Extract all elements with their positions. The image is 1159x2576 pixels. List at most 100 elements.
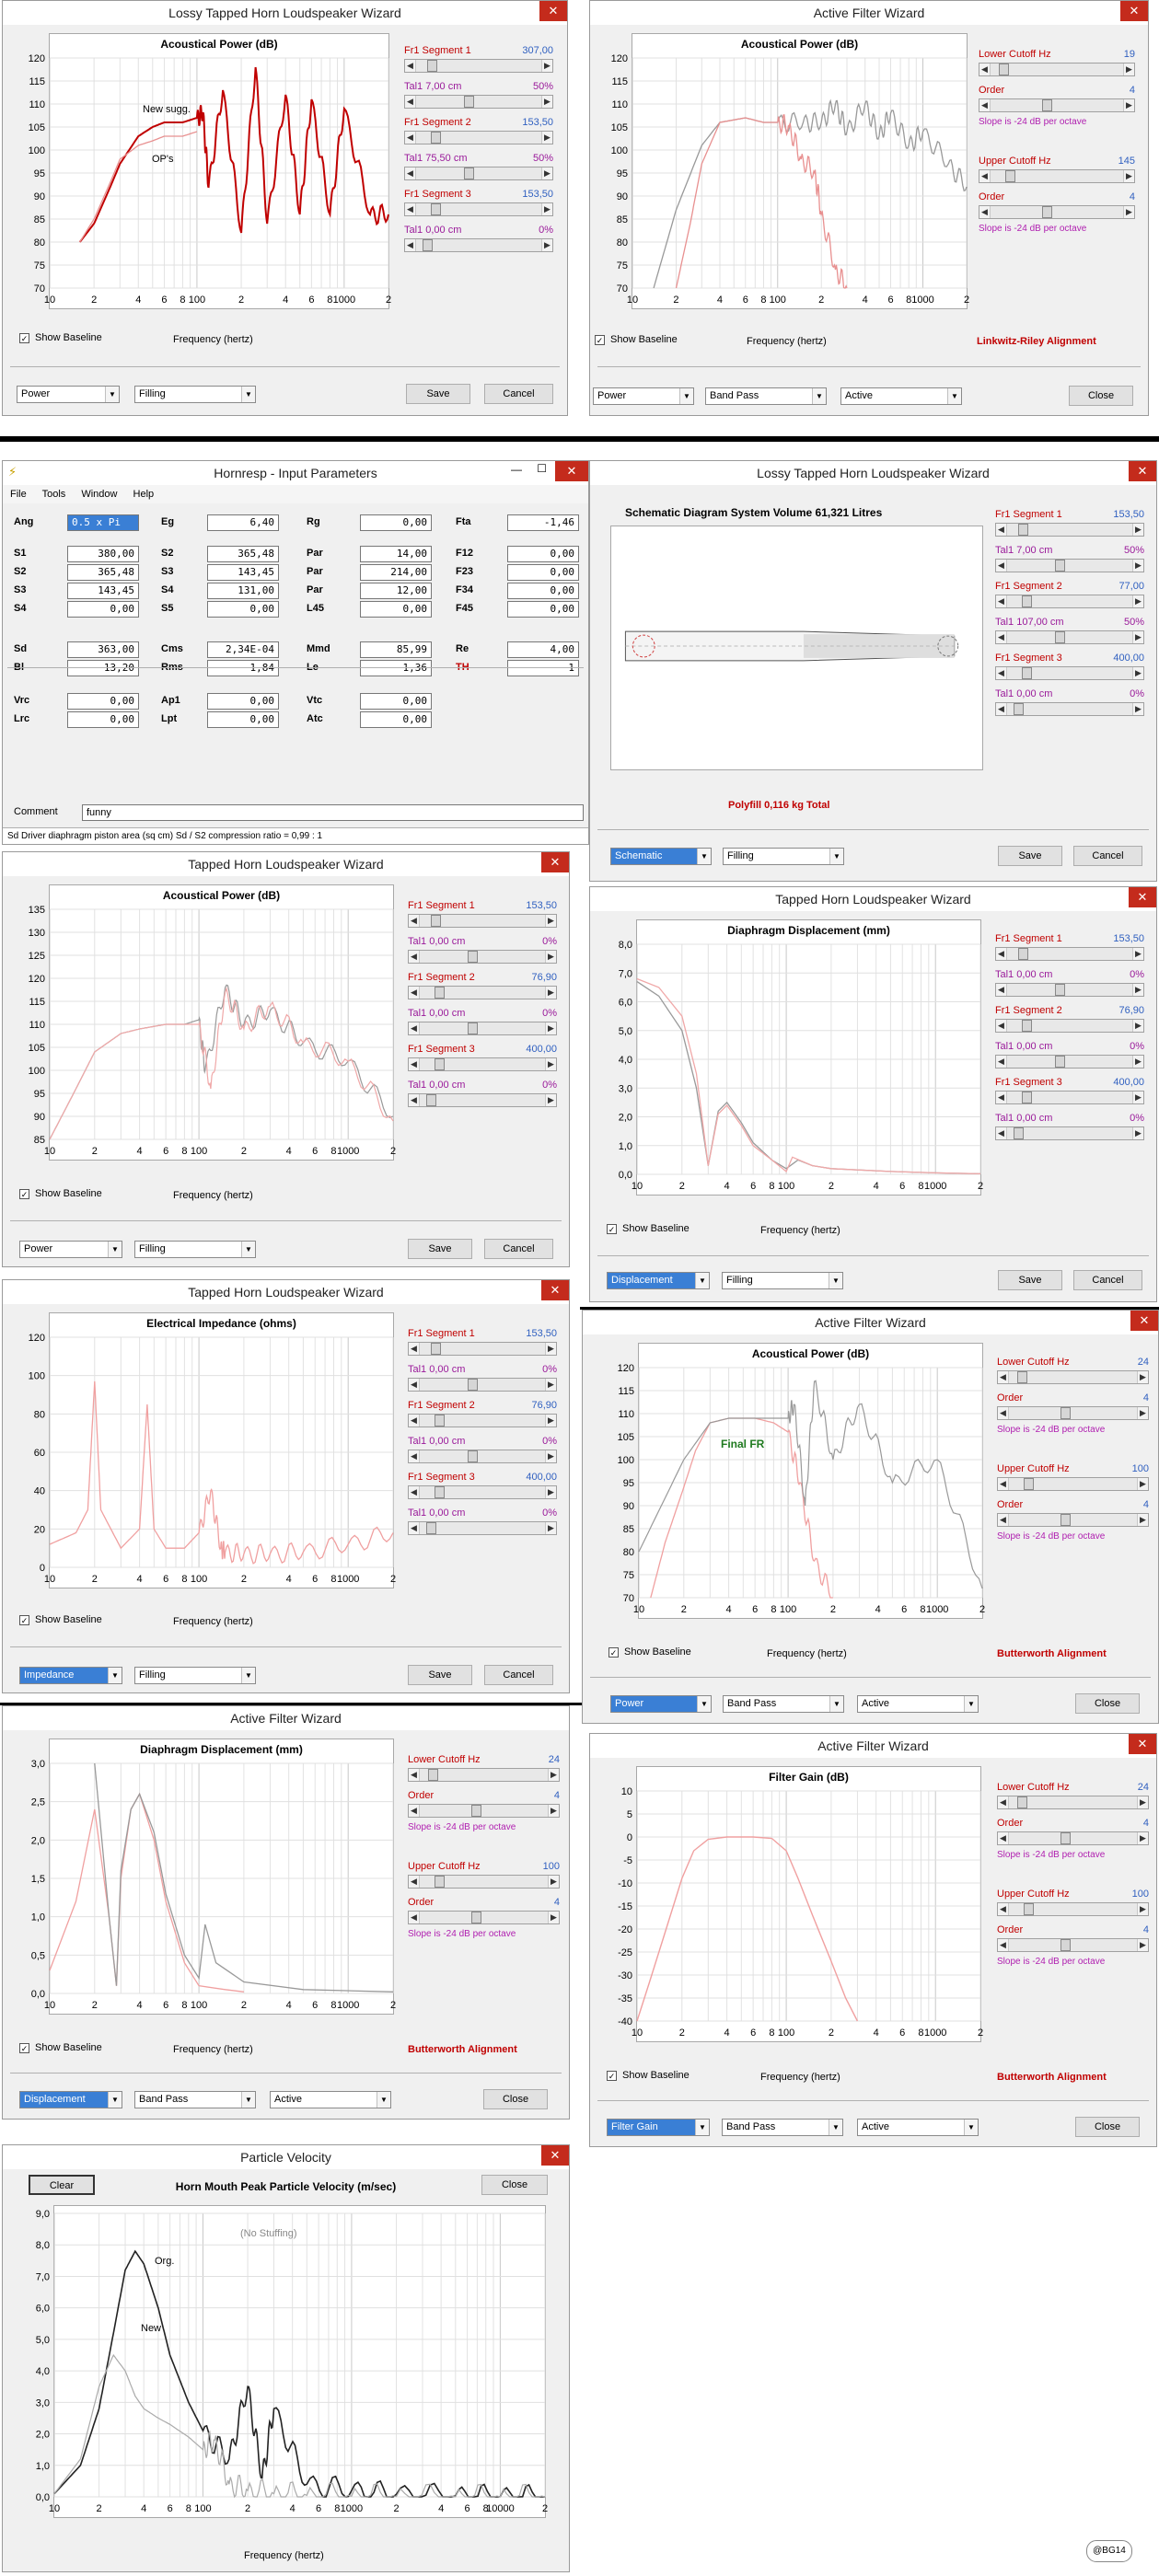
arrow-left-icon[interactable]: ◀ [405,96,416,108]
arrow-left-icon[interactable]: ◀ [996,1020,1007,1032]
param-field-lrc[interactable]: 0,00 [67,711,139,728]
arrow-left-icon[interactable]: ◀ [998,1796,1009,1808]
arrow-right-icon[interactable]: ▶ [545,1450,556,1462]
param-slider[interactable]: ◀ ▶ [995,666,1144,680]
param-slider[interactable]: ◀ ▶ [997,1406,1149,1420]
param-field-s3[interactable]: 143,45 [207,564,279,581]
slider-thumb[interactable] [1060,1939,1071,1951]
save-button[interactable]: Save [998,1270,1062,1290]
arrow-right-icon[interactable]: ▶ [1132,948,1143,960]
arrow-left-icon[interactable]: ◀ [409,1094,420,1106]
arrow-left-icon[interactable]: ◀ [409,1522,420,1534]
param-field-bl[interactable]: 13,20 [67,660,139,676]
save-button[interactable]: Save [406,384,470,404]
arrow-right-icon[interactable]: ▶ [541,96,552,108]
param-slider[interactable]: ◀ ▶ [404,167,553,180]
arrow-right-icon[interactable]: ▶ [1137,1832,1148,1844]
arrow-left-icon[interactable]: ◀ [409,1379,420,1391]
slider-thumb[interactable] [1060,1407,1071,1419]
slider-thumb[interactable] [435,1486,446,1498]
arrow-right-icon[interactable]: ▶ [545,1343,556,1355]
arrow-right-icon[interactable]: ▶ [545,987,556,999]
arrow-left-icon[interactable]: ◀ [409,1805,420,1817]
arrow-left-icon[interactable]: ◀ [996,1056,1007,1068]
arrow-right-icon[interactable]: ▶ [1132,984,1143,996]
param-slider[interactable]: ◀ ▶ [408,914,557,928]
param-field-fta[interactable]: -1,46 [507,514,579,531]
param-slider[interactable]: ◀ ▶ [979,98,1135,112]
arrow-left-icon[interactable]: ◀ [405,60,416,72]
param-slider[interactable]: ◀ ▶ [995,595,1144,608]
param-slider[interactable]: ◀ ▶ [408,1875,560,1889]
arrow-right-icon[interactable]: ▶ [548,1769,559,1781]
view-dropdown[interactable]: Impedance ▼ [19,1667,122,1684]
param-slider[interactable]: ◀ ▶ [408,1414,557,1427]
arrow-right-icon[interactable]: ▶ [1132,1092,1143,1103]
param-slider[interactable]: ◀ ▶ [997,1796,1149,1809]
param-field-mmd[interactable]: 85,99 [360,641,432,658]
param-slider[interactable]: ◀ ▶ [997,1902,1149,1916]
arrow-right-icon[interactable]: ▶ [1123,206,1134,218]
arrow-left-icon[interactable]: ◀ [409,1415,420,1427]
filter-type-dropdown[interactable]: Band Pass ▼ [705,387,827,405]
cancel-button[interactable]: Cancel [1073,1270,1142,1290]
filling-dropdown[interactable]: Filling ▼ [134,386,256,403]
arrow-left-icon[interactable]: ◀ [996,703,1007,715]
slider-thumb[interactable] [471,1805,481,1817]
show-baseline-checkbox[interactable]: ✓ Show Baseline [19,2042,102,2053]
param-slider[interactable]: ◀ ▶ [408,1521,557,1535]
arrow-right-icon[interactable]: ▶ [545,1379,556,1391]
param-field-f45[interactable]: 0,00 [507,601,579,618]
arrow-left-icon[interactable]: ◀ [409,1769,420,1781]
param-field-f34[interactable]: 0,00 [507,583,579,599]
slider-thumb[interactable] [425,1094,436,1106]
view-dropdown[interactable]: Power ▼ [19,1241,122,1258]
show-baseline-checkbox[interactable]: ✓ Show Baseline [607,2070,690,2081]
close-icon[interactable]: ✕ [541,2145,569,2166]
arrow-left-icon[interactable]: ◀ [998,1371,1009,1383]
arrow-left-icon[interactable]: ◀ [409,1343,420,1355]
close-icon[interactable]: ✕ [541,852,569,872]
slider-thumb[interactable] [1060,1832,1071,1844]
slider-thumb[interactable] [425,1522,436,1534]
close-icon[interactable]: ✕ [1129,887,1156,907]
close-button[interactable]: Close [1075,2117,1140,2137]
slider-thumb[interactable] [1017,948,1028,960]
slider-thumb[interactable] [1017,524,1028,536]
view-dropdown[interactable]: Power ▼ [17,386,120,403]
arrow-right-icon[interactable]: ▶ [545,1415,556,1427]
param-slider[interactable]: ◀ ▶ [979,205,1135,219]
param-field-rms[interactable]: 1,84 [207,660,279,676]
param-field-cms[interactable]: 2,34E-04 [207,641,279,658]
view-dropdown[interactable]: Filter Gain ▼ [607,2119,710,2136]
param-slider[interactable]: ◀ ▶ [995,702,1144,716]
close-icon[interactable]: ✕ [1129,461,1156,481]
param-field-re[interactable]: 4,00 [507,641,579,658]
param-slider[interactable]: ◀ ▶ [995,1019,1144,1033]
arrow-right-icon[interactable]: ▶ [545,1094,556,1106]
filter-type-dropdown[interactable]: Band Pass ▼ [134,2091,256,2108]
arrow-right-icon[interactable]: ▶ [541,239,552,251]
arrow-left-icon[interactable]: ◀ [998,1478,1009,1490]
slider-thumb[interactable] [1024,1903,1035,1915]
filling-dropdown[interactable]: Filling ▼ [134,1667,256,1684]
param-slider[interactable]: ◀ ▶ [408,1450,557,1463]
slider-thumb[interactable] [1017,1371,1028,1383]
slider-thumb[interactable] [1022,1092,1033,1103]
filter-type-dropdown[interactable]: Band Pass ▼ [723,1695,844,1713]
arrow-left-icon[interactable]: ◀ [409,987,420,999]
slider-thumb[interactable] [435,1415,446,1427]
slider-thumb[interactable] [428,1769,439,1781]
slider-thumb[interactable] [1022,667,1033,679]
param-slider[interactable]: ◀ ▶ [997,1370,1149,1384]
slider-thumb[interactable] [1055,560,1066,572]
arrow-left-icon[interactable]: ◀ [998,1832,1009,1844]
cancel-button[interactable]: Cancel [484,384,553,404]
param-field-f23[interactable]: 0,00 [507,564,579,581]
slider-thumb[interactable] [1024,1478,1035,1490]
menu-window[interactable]: Window [81,489,118,500]
slider-thumb[interactable] [430,915,441,927]
param-field-s3[interactable]: 143,45 [67,583,139,599]
cancel-button[interactable]: Cancel [484,1665,553,1685]
show-baseline-checkbox[interactable]: ✓ Show Baseline [19,1188,102,1199]
